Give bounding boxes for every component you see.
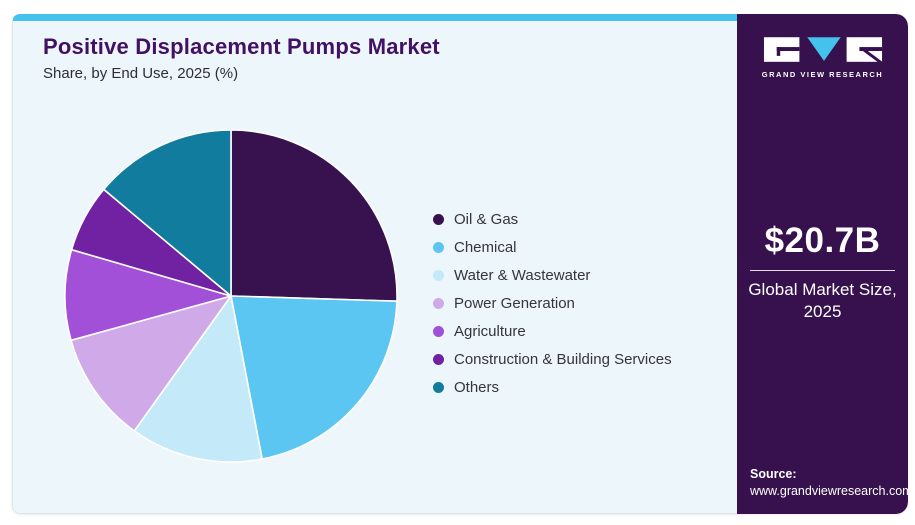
legend-label: Power Generation xyxy=(454,294,575,312)
legend-label: Water & Wastewater xyxy=(454,266,591,284)
legend-label: Oil & Gas xyxy=(454,210,519,228)
source-url: www.grandviewresearch.com xyxy=(750,484,908,498)
market-size-caption-line2: 2025 xyxy=(803,302,842,322)
chart-header: Positive Displacement Pumps Market Share… xyxy=(43,34,440,82)
market-size-divider xyxy=(750,270,895,271)
pie-slice-others xyxy=(102,129,232,297)
legend-swatch-icon xyxy=(433,213,444,225)
source-label: Source: xyxy=(750,467,797,481)
legend-label: Agriculture xyxy=(454,322,526,340)
pie-slice-chemical xyxy=(230,295,398,460)
page-title: Positive Displacement Pumps Market xyxy=(43,34,440,59)
legend-item: Oil & Gas xyxy=(433,205,672,233)
legend-label: Chemical xyxy=(454,238,517,256)
legend: Oil & Gas Chemical Water & Wastewater Power… xyxy=(433,205,672,401)
source-block: Source: www.grandviewresearch.com xyxy=(750,467,908,498)
legend-item: Chemical xyxy=(433,233,672,261)
legend-swatch-icon xyxy=(433,297,444,309)
brand-logo: GRAND VIEW RESEARCH xyxy=(737,35,908,79)
accent-top-bar xyxy=(13,14,737,21)
legend-swatch-icon xyxy=(433,381,444,393)
legend-label: Construction & Building Services xyxy=(454,350,672,368)
legend-swatch-icon xyxy=(433,241,444,253)
legend-item: Power Generation xyxy=(433,289,672,317)
pie-slice-water-wastewater xyxy=(133,295,263,463)
pie-chart xyxy=(64,129,398,463)
market-size-value: $20.7B xyxy=(764,221,881,260)
infographic-card: Positive Displacement Pumps Market Share… xyxy=(12,14,908,514)
legend-item: Water & Wastewater xyxy=(433,261,672,289)
legend-swatch-icon xyxy=(433,353,444,365)
legend-label: Others xyxy=(454,378,500,396)
legend-item: Others xyxy=(433,373,672,401)
market-size-block: $20.7B Global Market Size, 2025 xyxy=(737,221,908,323)
market-size-caption-line1: Global Market Size, xyxy=(748,280,897,299)
legend-swatch-icon xyxy=(433,269,444,281)
chart-subtitle: Share, by End Use, 2025 (%) xyxy=(43,65,239,82)
market-size-caption: Global Market Size, 2025 xyxy=(737,279,908,323)
pie-slice-oil-gas xyxy=(230,129,398,303)
brand-name: GRAND VIEW RESEARCH xyxy=(761,70,884,79)
brand-sidebar: GRAND VIEW RESEARCH $20.7B Global Market… xyxy=(737,14,908,514)
gvr-logo-icon xyxy=(763,37,884,66)
pie-slice-agriculture xyxy=(64,248,232,342)
legend-item: Agriculture xyxy=(433,317,672,345)
legend-swatch-icon xyxy=(433,325,444,337)
chart-panel: Positive Displacement Pumps Market Share… xyxy=(12,14,737,514)
legend-item: Construction & Building Services xyxy=(433,345,672,373)
